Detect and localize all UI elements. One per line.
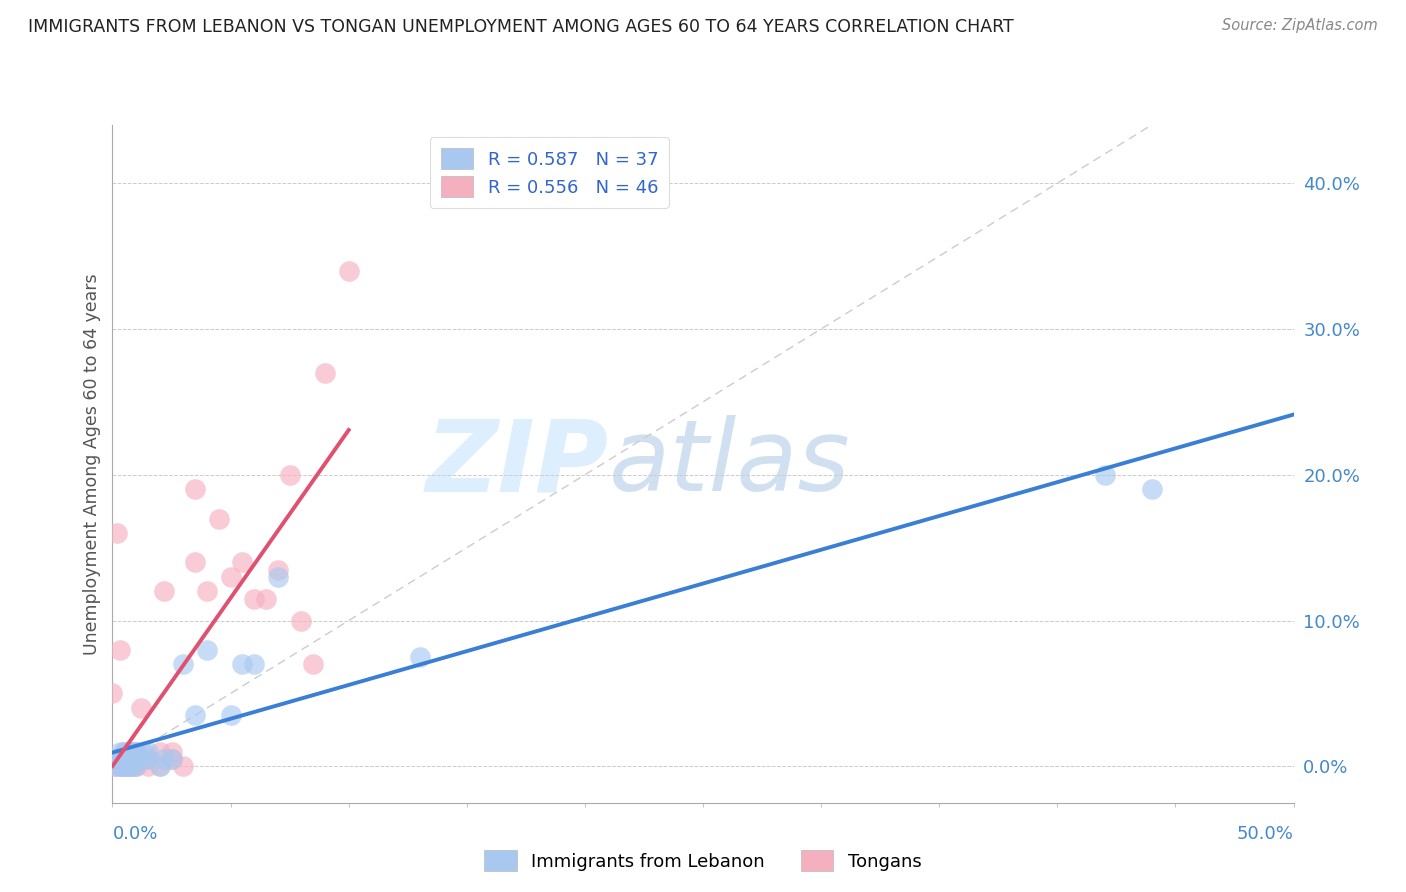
Point (111, 752, 134, 766)
Point (136, 752, 159, 766)
Point (337, 263, 360, 277)
Text: 50.0%: 50.0% (1237, 825, 1294, 843)
Point (195, 642, 218, 657)
Point (108, 642, 131, 657)
Point (111, 752, 134, 766)
Point (111, 759, 134, 773)
Point (136, 745, 159, 759)
Point (302, 657, 325, 672)
Point (219, 708, 242, 723)
Point (112, 745, 135, 759)
Point (160, 745, 183, 759)
Point (314, 366, 336, 380)
Point (111, 759, 134, 773)
Point (125, 759, 148, 773)
Point (195, 584, 218, 599)
Y-axis label: Unemployment Among Ages 60 to 64 years: Unemployment Among Ages 60 to 64 years (83, 273, 101, 655)
Point (153, 752, 176, 766)
Text: Source: ZipAtlas.com: Source: ZipAtlas.com (1222, 18, 1378, 33)
Text: IMMIGRANTS FROM LEBANON VS TONGAN UNEMPLOYMENT AMONG AGES 60 TO 64 YEARS CORRELA: IMMIGRANTS FROM LEBANON VS TONGAN UNEMPL… (28, 18, 1014, 36)
Point (160, 752, 183, 766)
Point (149, 759, 172, 773)
Point (122, 745, 145, 759)
Point (408, 650, 430, 665)
Point (136, 752, 159, 766)
Point (136, 759, 159, 773)
Point (129, 752, 152, 766)
Point (125, 745, 148, 759)
Point (172, 759, 194, 773)
Point (120, 752, 142, 766)
Text: ZIP: ZIP (426, 416, 609, 512)
Point (219, 570, 242, 584)
Point (105, 752, 128, 766)
Point (172, 657, 194, 672)
Point (1094, 467, 1116, 482)
Point (112, 759, 135, 773)
Point (231, 657, 253, 672)
Point (125, 745, 148, 759)
Point (115, 752, 138, 766)
Point (120, 759, 142, 773)
Point (290, 614, 312, 628)
Point (267, 562, 290, 576)
Point (153, 584, 176, 599)
Point (108, 759, 131, 773)
Point (149, 759, 172, 773)
Text: 0.0%: 0.0% (112, 825, 157, 843)
Point (112, 759, 135, 773)
Text: atlas: atlas (609, 416, 851, 512)
Point (125, 759, 148, 773)
Point (118, 752, 141, 766)
Point (105, 752, 128, 766)
Point (104, 759, 127, 773)
Point (125, 752, 148, 766)
Point (101, 686, 124, 700)
Point (104, 759, 127, 773)
Point (122, 752, 145, 766)
Point (108, 759, 131, 773)
Point (184, 708, 207, 723)
Point (267, 570, 290, 584)
Point (120, 745, 142, 759)
Point (243, 657, 266, 672)
Point (132, 752, 155, 766)
Point (132, 745, 155, 759)
Point (105, 526, 128, 541)
Point (149, 745, 172, 759)
Legend: Immigrants from Lebanon, Tongans: Immigrants from Lebanon, Tongans (474, 839, 932, 882)
Point (129, 701, 152, 715)
Point (118, 745, 141, 759)
Point (160, 752, 183, 766)
Point (278, 467, 301, 482)
Point (120, 759, 142, 773)
Point (118, 759, 141, 773)
Point (108, 745, 131, 759)
Point (122, 745, 145, 759)
Point (115, 759, 138, 773)
Point (112, 745, 135, 759)
Point (112, 752, 135, 766)
Point (208, 511, 231, 525)
Point (243, 591, 266, 606)
Point (184, 555, 207, 569)
Point (125, 752, 148, 766)
Point (118, 759, 141, 773)
Point (1140, 483, 1163, 497)
Point (115, 752, 138, 766)
Point (184, 483, 207, 497)
Point (122, 759, 145, 773)
Point (254, 591, 277, 606)
Point (112, 752, 135, 766)
Point (231, 555, 253, 569)
Point (115, 759, 138, 773)
